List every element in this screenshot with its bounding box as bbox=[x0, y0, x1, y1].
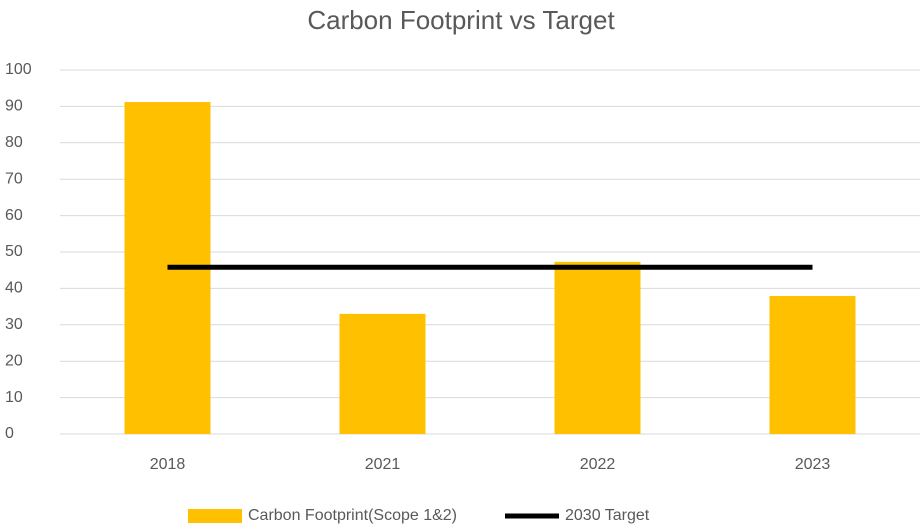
y-tick-label: 70 bbox=[5, 170, 23, 187]
y-tick-label: 50 bbox=[5, 243, 23, 260]
y-tick-label: 90 bbox=[5, 98, 23, 115]
y-tick-label: 40 bbox=[5, 280, 23, 297]
y-tick-label: 80 bbox=[5, 134, 23, 151]
x-tick-label: 2023 bbox=[795, 456, 831, 473]
x-tick-label: 2018 bbox=[150, 456, 186, 473]
bar bbox=[769, 296, 856, 434]
legend-swatch bbox=[188, 509, 242, 523]
x-tick-label: 2021 bbox=[365, 456, 401, 473]
bar bbox=[554, 261, 641, 434]
legend-label: 2030 Target bbox=[565, 507, 650, 524]
bar bbox=[339, 313, 426, 434]
x-tick-label: 2022 bbox=[580, 456, 616, 473]
y-tick-label: 10 bbox=[5, 389, 23, 406]
y-tick-label: 100 bbox=[5, 61, 32, 78]
y-tick-label: 30 bbox=[5, 316, 23, 333]
y-tick-label: 20 bbox=[5, 352, 23, 369]
y-tick-label: 60 bbox=[5, 207, 23, 224]
y-tick-label: 0 bbox=[5, 425, 14, 442]
chart-title: Carbon Footprint vs Target bbox=[307, 5, 615, 35]
legend-label: Carbon Footprint(Scope 1&2) bbox=[248, 507, 457, 524]
